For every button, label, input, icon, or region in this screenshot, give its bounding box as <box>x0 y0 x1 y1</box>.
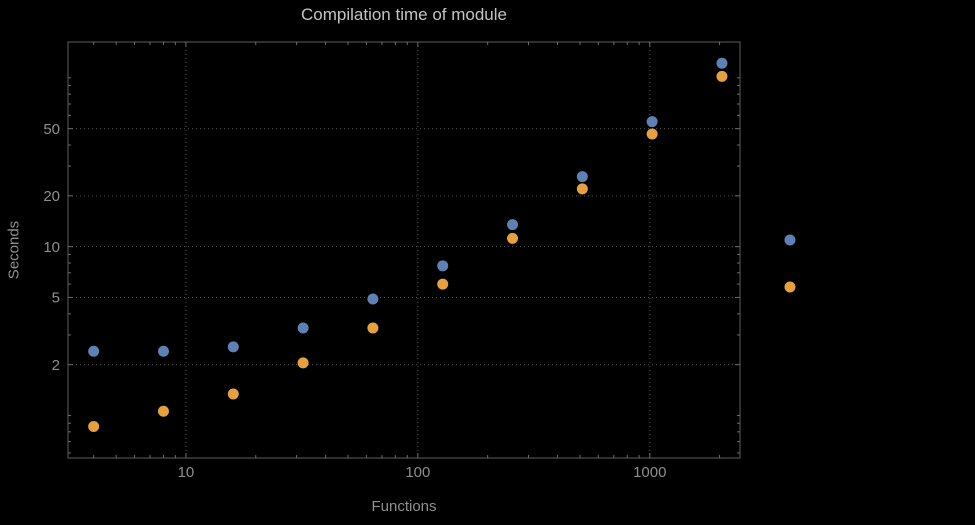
x-axis-label: Functions <box>371 498 437 515</box>
data-point <box>576 171 588 183</box>
data-point <box>367 322 379 334</box>
series-2-points <box>88 70 728 433</box>
data-point <box>646 116 658 128</box>
data-point <box>437 278 449 290</box>
x-tick-label: 1000 <box>633 464 666 481</box>
legend <box>784 234 796 293</box>
y-tick-label: 10 <box>43 239 60 256</box>
data-point <box>507 219 519 231</box>
x-tick-label: 100 <box>405 464 430 481</box>
y-tick-label: 5 <box>52 290 60 307</box>
y-tick-label: 20 <box>43 188 60 205</box>
data-point <box>157 345 169 357</box>
data-point <box>716 70 728 82</box>
x-tick-label: 10 <box>178 464 195 481</box>
data-point <box>227 341 239 353</box>
data-point <box>646 128 658 140</box>
legend-marker-series-2 <box>784 281 796 293</box>
data-point <box>507 232 519 244</box>
y-tick-label: 50 <box>43 121 60 138</box>
legend-marker-series-1 <box>784 234 796 246</box>
tick-labels: 10 100 1000 2 5 10 20 50 <box>43 121 666 481</box>
data-point <box>227 388 239 400</box>
data-point <box>88 345 100 357</box>
series-1-points <box>88 57 728 357</box>
y-tick-label: 2 <box>52 357 60 374</box>
gridlines <box>68 42 740 458</box>
frame-ticks <box>68 42 740 458</box>
data-point <box>576 183 588 195</box>
data-point <box>88 421 100 433</box>
data-point <box>437 260 449 272</box>
data-point <box>297 322 309 334</box>
data-point <box>716 57 728 69</box>
data-point <box>297 357 309 369</box>
chart-title: Compilation time of module <box>301 5 507 24</box>
data-point <box>367 293 379 305</box>
plot-frame <box>67 41 741 459</box>
data-point <box>157 405 169 417</box>
